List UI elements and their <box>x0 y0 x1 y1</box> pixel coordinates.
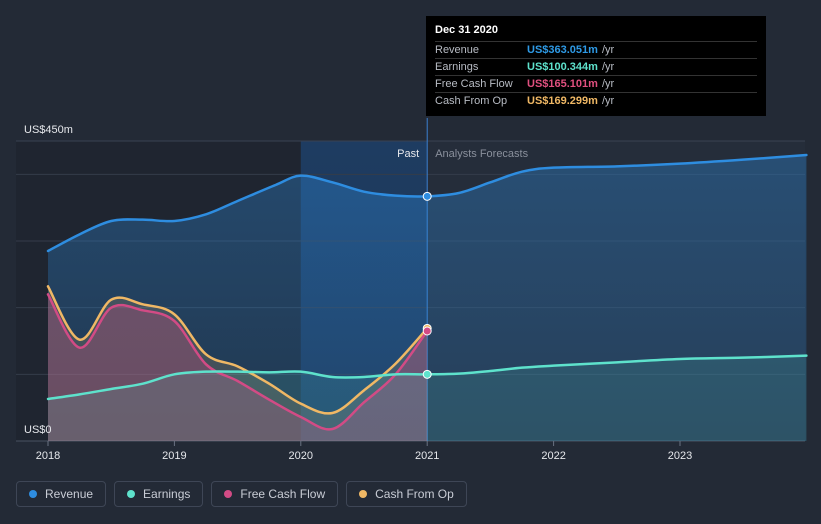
past-label: Past <box>397 148 419 160</box>
revenue-dot-icon <box>29 490 37 498</box>
cash-from-op-line <box>46 285 429 415</box>
tooltip-unit: /yr <box>601 78 615 90</box>
legend-label: Free Cash Flow <box>240 487 326 501</box>
tooltip-label: Earnings <box>435 61 479 73</box>
y-axis-top-label: US$450m <box>24 124 73 136</box>
tooltip-row-revenue: Revenue US$363.051m /yr <box>435 41 757 58</box>
legend-item-revenue[interactable]: Revenue <box>16 481 107 507</box>
x-tick-label: 2023 <box>668 450 692 462</box>
legend-label: Earnings <box>143 487 191 501</box>
legend-label: Revenue <box>45 487 94 501</box>
x-tick-label: 2019 <box>162 450 186 462</box>
y-axis-bottom-label: US$0 <box>24 424 52 436</box>
legend: Revenue Earnings Free Cash Flow Cash Fro… <box>16 481 467 507</box>
tooltip-row-free-cash-flow: Free Cash Flow US$165.101m /yr <box>435 75 757 92</box>
earnings-marker <box>422 369 432 379</box>
tooltip-value: US$100.344m <box>527 61 598 73</box>
cash-from-op-area <box>48 286 428 441</box>
tooltip-label: Revenue <box>435 44 480 56</box>
cash-from-op-dot-icon <box>359 490 368 498</box>
revenue-line <box>46 153 808 253</box>
x-tick-label: 2020 <box>289 450 313 462</box>
earnings-line <box>46 354 808 401</box>
tooltip-row-earnings: Earnings US$100.344m /yr <box>435 58 757 75</box>
legend-item-free-cash-flow[interactable]: Free Cash Flow <box>211 481 339 507</box>
tooltip-unit: /yr <box>601 44 615 56</box>
forecast-label: Analysts Forecasts <box>435 148 528 160</box>
tooltip-unit: /yr <box>601 95 615 107</box>
revenue-area <box>48 155 807 441</box>
legend-item-earnings[interactable]: Earnings <box>114 481 204 507</box>
x-tick-label: 2018 <box>36 450 60 462</box>
tooltip-value: US$165.101m <box>527 78 598 90</box>
legend-item-cash-from-op[interactable]: Cash From Op <box>346 481 467 507</box>
free-cash-flow-dot-icon <box>224 490 233 498</box>
earnings-area <box>48 355 807 441</box>
tooltip: Dec 31 2020 Revenue US$363.051m /yr Earn… <box>426 16 766 116</box>
free-cash-flow-marker <box>422 326 432 336</box>
tooltip-label: Cash From Op <box>435 95 508 107</box>
revenue-marker <box>422 191 432 201</box>
tooltip-value: US$363.051m <box>527 44 598 56</box>
tooltip-unit: /yr <box>601 61 615 73</box>
free-cash-flow-line <box>46 293 429 431</box>
x-tick-label: 2021 <box>415 450 439 462</box>
tooltip-row-cash-from-op: Cash From Op US$169.299m /yr <box>435 92 757 109</box>
legend-label: Cash From Op <box>375 487 454 501</box>
x-tick-label: 2022 <box>541 450 565 462</box>
tooltip-label: Free Cash Flow <box>435 78 513 90</box>
tooltip-date: Dec 31 2020 <box>435 24 498 36</box>
earnings-dot-icon <box>127 490 136 498</box>
free-cash-flow-area <box>48 294 428 441</box>
tooltip-value: US$169.299m <box>527 95 598 107</box>
